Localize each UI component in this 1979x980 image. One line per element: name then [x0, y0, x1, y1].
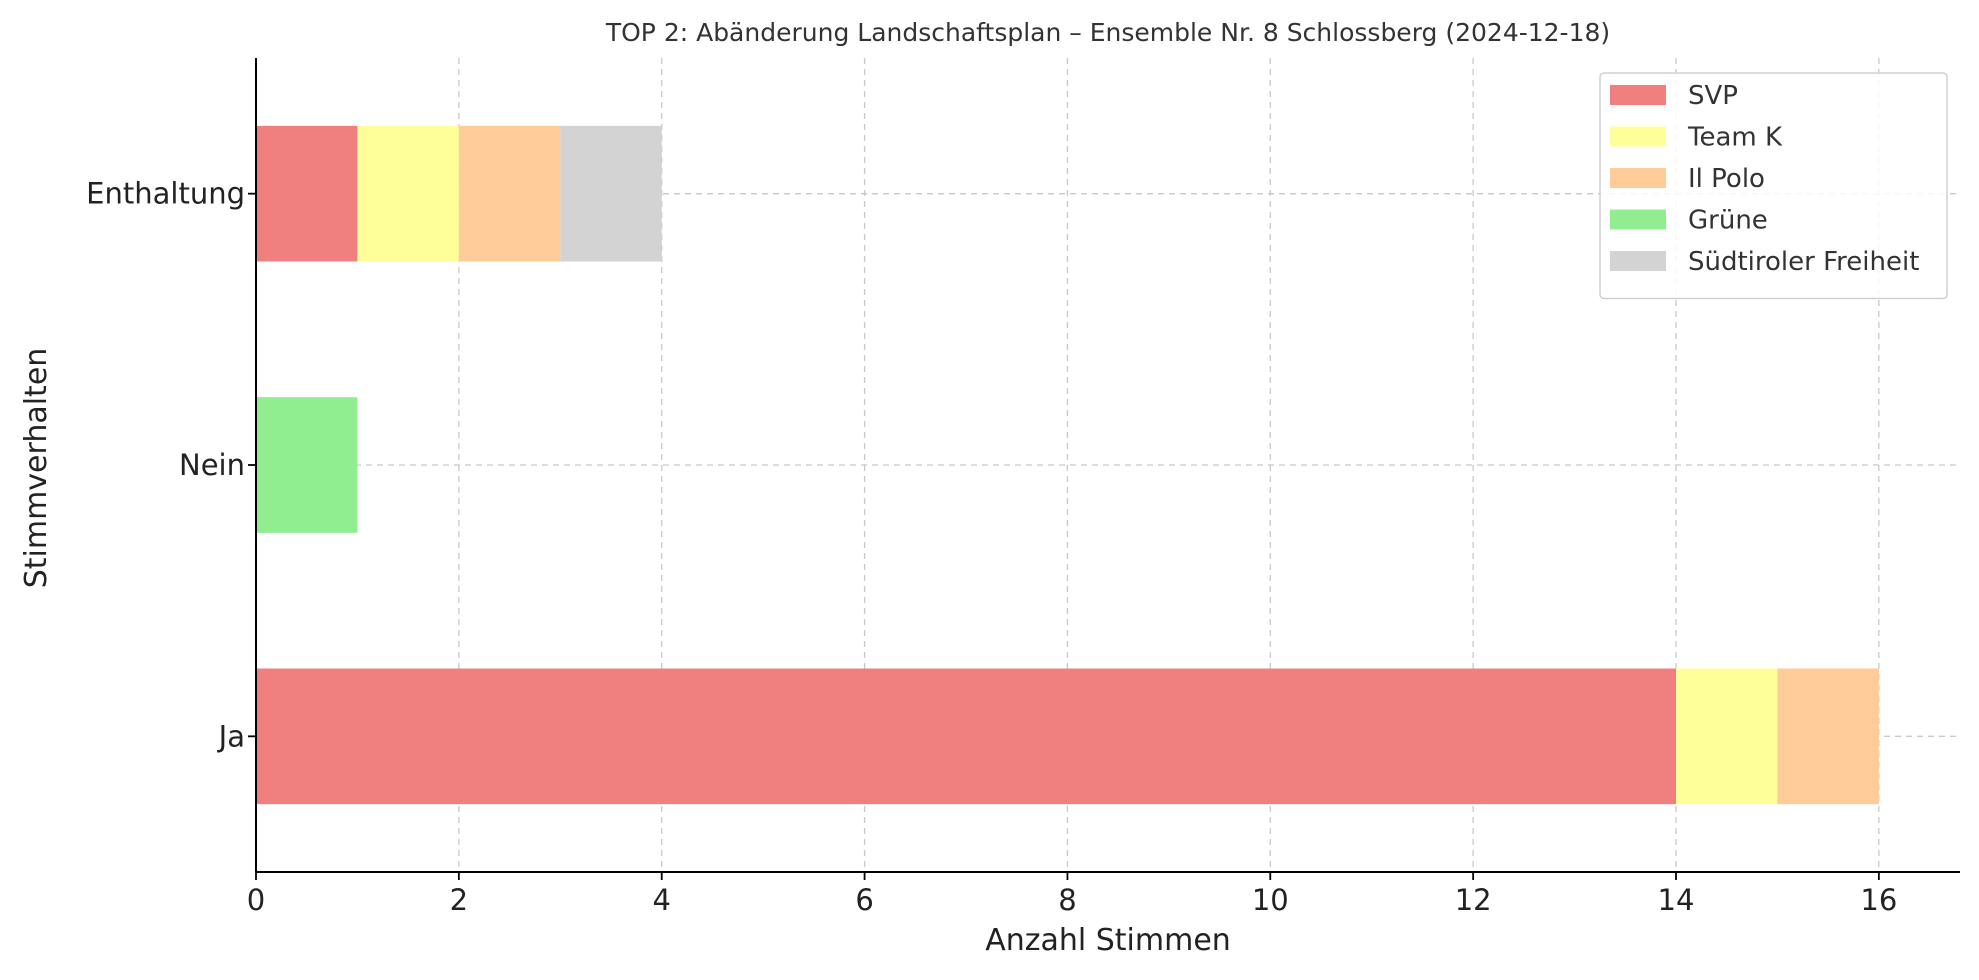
- y-tick-label: Enthaltung: [86, 177, 245, 211]
- legend: SVP Team K Il Polo Grüne Südtiroler Freiheit: [1599, 72, 1948, 300]
- bar-enthaltung-svp: [256, 125, 358, 262]
- bar-nein-grüne: [256, 397, 358, 533]
- legend-entry-label: Team K: [1687, 123, 1783, 153]
- legend-entry-label: SVP: [1688, 81, 1738, 111]
- legend-swatch: [1610, 209, 1666, 230]
- legend-swatch: [1610, 85, 1666, 105]
- legend-swatch: [1610, 168, 1666, 188]
- x-tick-label: 0: [247, 883, 265, 917]
- bar-ja-svp: [256, 668, 1676, 805]
- legend-swatch: [1610, 251, 1666, 271]
- y-axis-label: Stimmverhalten: [19, 348, 54, 589]
- legend-entry-label: Il Polo: [1688, 164, 1765, 194]
- x-tick-label: 10: [1252, 883, 1289, 917]
- x-axis-label: Anzahl Stimmen: [985, 923, 1231, 958]
- y-tick-label: Ja: [217, 719, 245, 753]
- y-tick-label: Nein: [179, 448, 245, 482]
- x-tick-label: 2: [450, 883, 468, 917]
- x-tick-label: 16: [1860, 883, 1897, 917]
- bar-enthaltung-il-polo: [458, 125, 561, 262]
- legend-entry-label: Südtiroler Freiheit: [1688, 247, 1919, 277]
- x-tick-label: 8: [1058, 883, 1076, 917]
- x-tick-label: 14: [1658, 883, 1695, 917]
- legend-frame: [1599, 72, 1948, 300]
- bar-enthaltung-südtiroler-freiheit: [560, 125, 662, 262]
- x-tick-label: 12: [1455, 883, 1492, 917]
- bar-enthaltung-team-k: [357, 125, 459, 262]
- axes: 0 2 4 6 8 10 12 14 16 Ja Nein Enthaltung: [86, 58, 1960, 917]
- bar-ja-il-polo: [1777, 668, 1879, 805]
- bars: [256, 125, 1879, 805]
- x-tick-label: 4: [652, 883, 670, 917]
- legend-entry-label: Grüne: [1688, 206, 1768, 236]
- chart-title: TOP 2: Abänderung Landschaftsplan – Ense…: [605, 18, 1610, 47]
- bar-ja-team-k: [1676, 668, 1778, 805]
- x-tick-label: 6: [855, 883, 873, 917]
- legend-swatch: [1610, 126, 1666, 147]
